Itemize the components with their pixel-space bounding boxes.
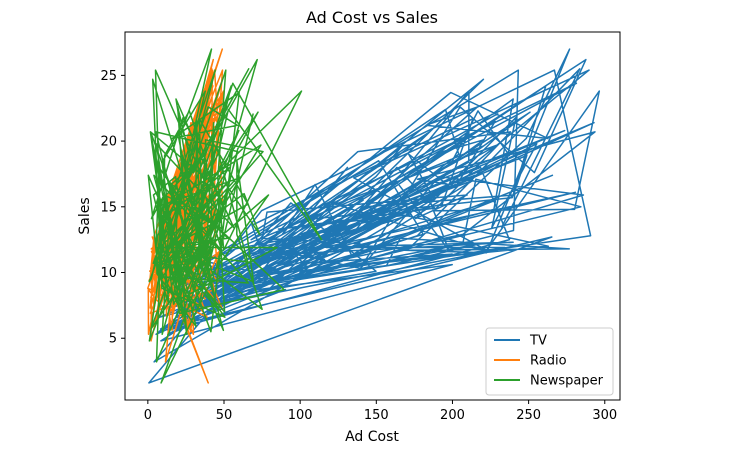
y-axis: 5 10 15 20 25: [100, 69, 125, 347]
x-tick-label: 100: [288, 408, 313, 423]
y-tick-label: 25: [100, 69, 117, 84]
x-tick-label: 200: [440, 408, 465, 423]
x-tick-label: 300: [592, 408, 617, 423]
legend: TV Radio Newspaper: [485, 327, 614, 396]
legend-label-radio: Radio: [530, 354, 567, 369]
y-tick-label: 20: [100, 135, 117, 150]
x-tick-label: 150: [364, 408, 389, 423]
y-tick-label: 10: [100, 266, 117, 281]
legend-label-tv: TV: [529, 334, 547, 349]
plot-frame: [124, 31, 621, 401]
series-layer: [147, 48, 601, 384]
legend-label-newspaper: Newspaper: [530, 374, 604, 389]
series-line-tv: [148, 48, 601, 384]
x-axis: 0 50 100 150 200 250 300: [144, 400, 617, 423]
y-axis-label: Sales: [77, 197, 93, 234]
chart-title: Ad Cost vs Sales: [306, 8, 438, 27]
legend-box: [485, 327, 614, 396]
series-line-newspaper: [147, 48, 323, 384]
x-tick-label: 50: [216, 408, 233, 423]
x-axis-label: Ad Cost: [345, 429, 399, 445]
x-tick-label: 250: [516, 408, 541, 423]
y-tick-label: 15: [100, 200, 117, 215]
y-tick-label: 5: [109, 332, 117, 347]
x-tick-label: 0: [144, 408, 152, 423]
